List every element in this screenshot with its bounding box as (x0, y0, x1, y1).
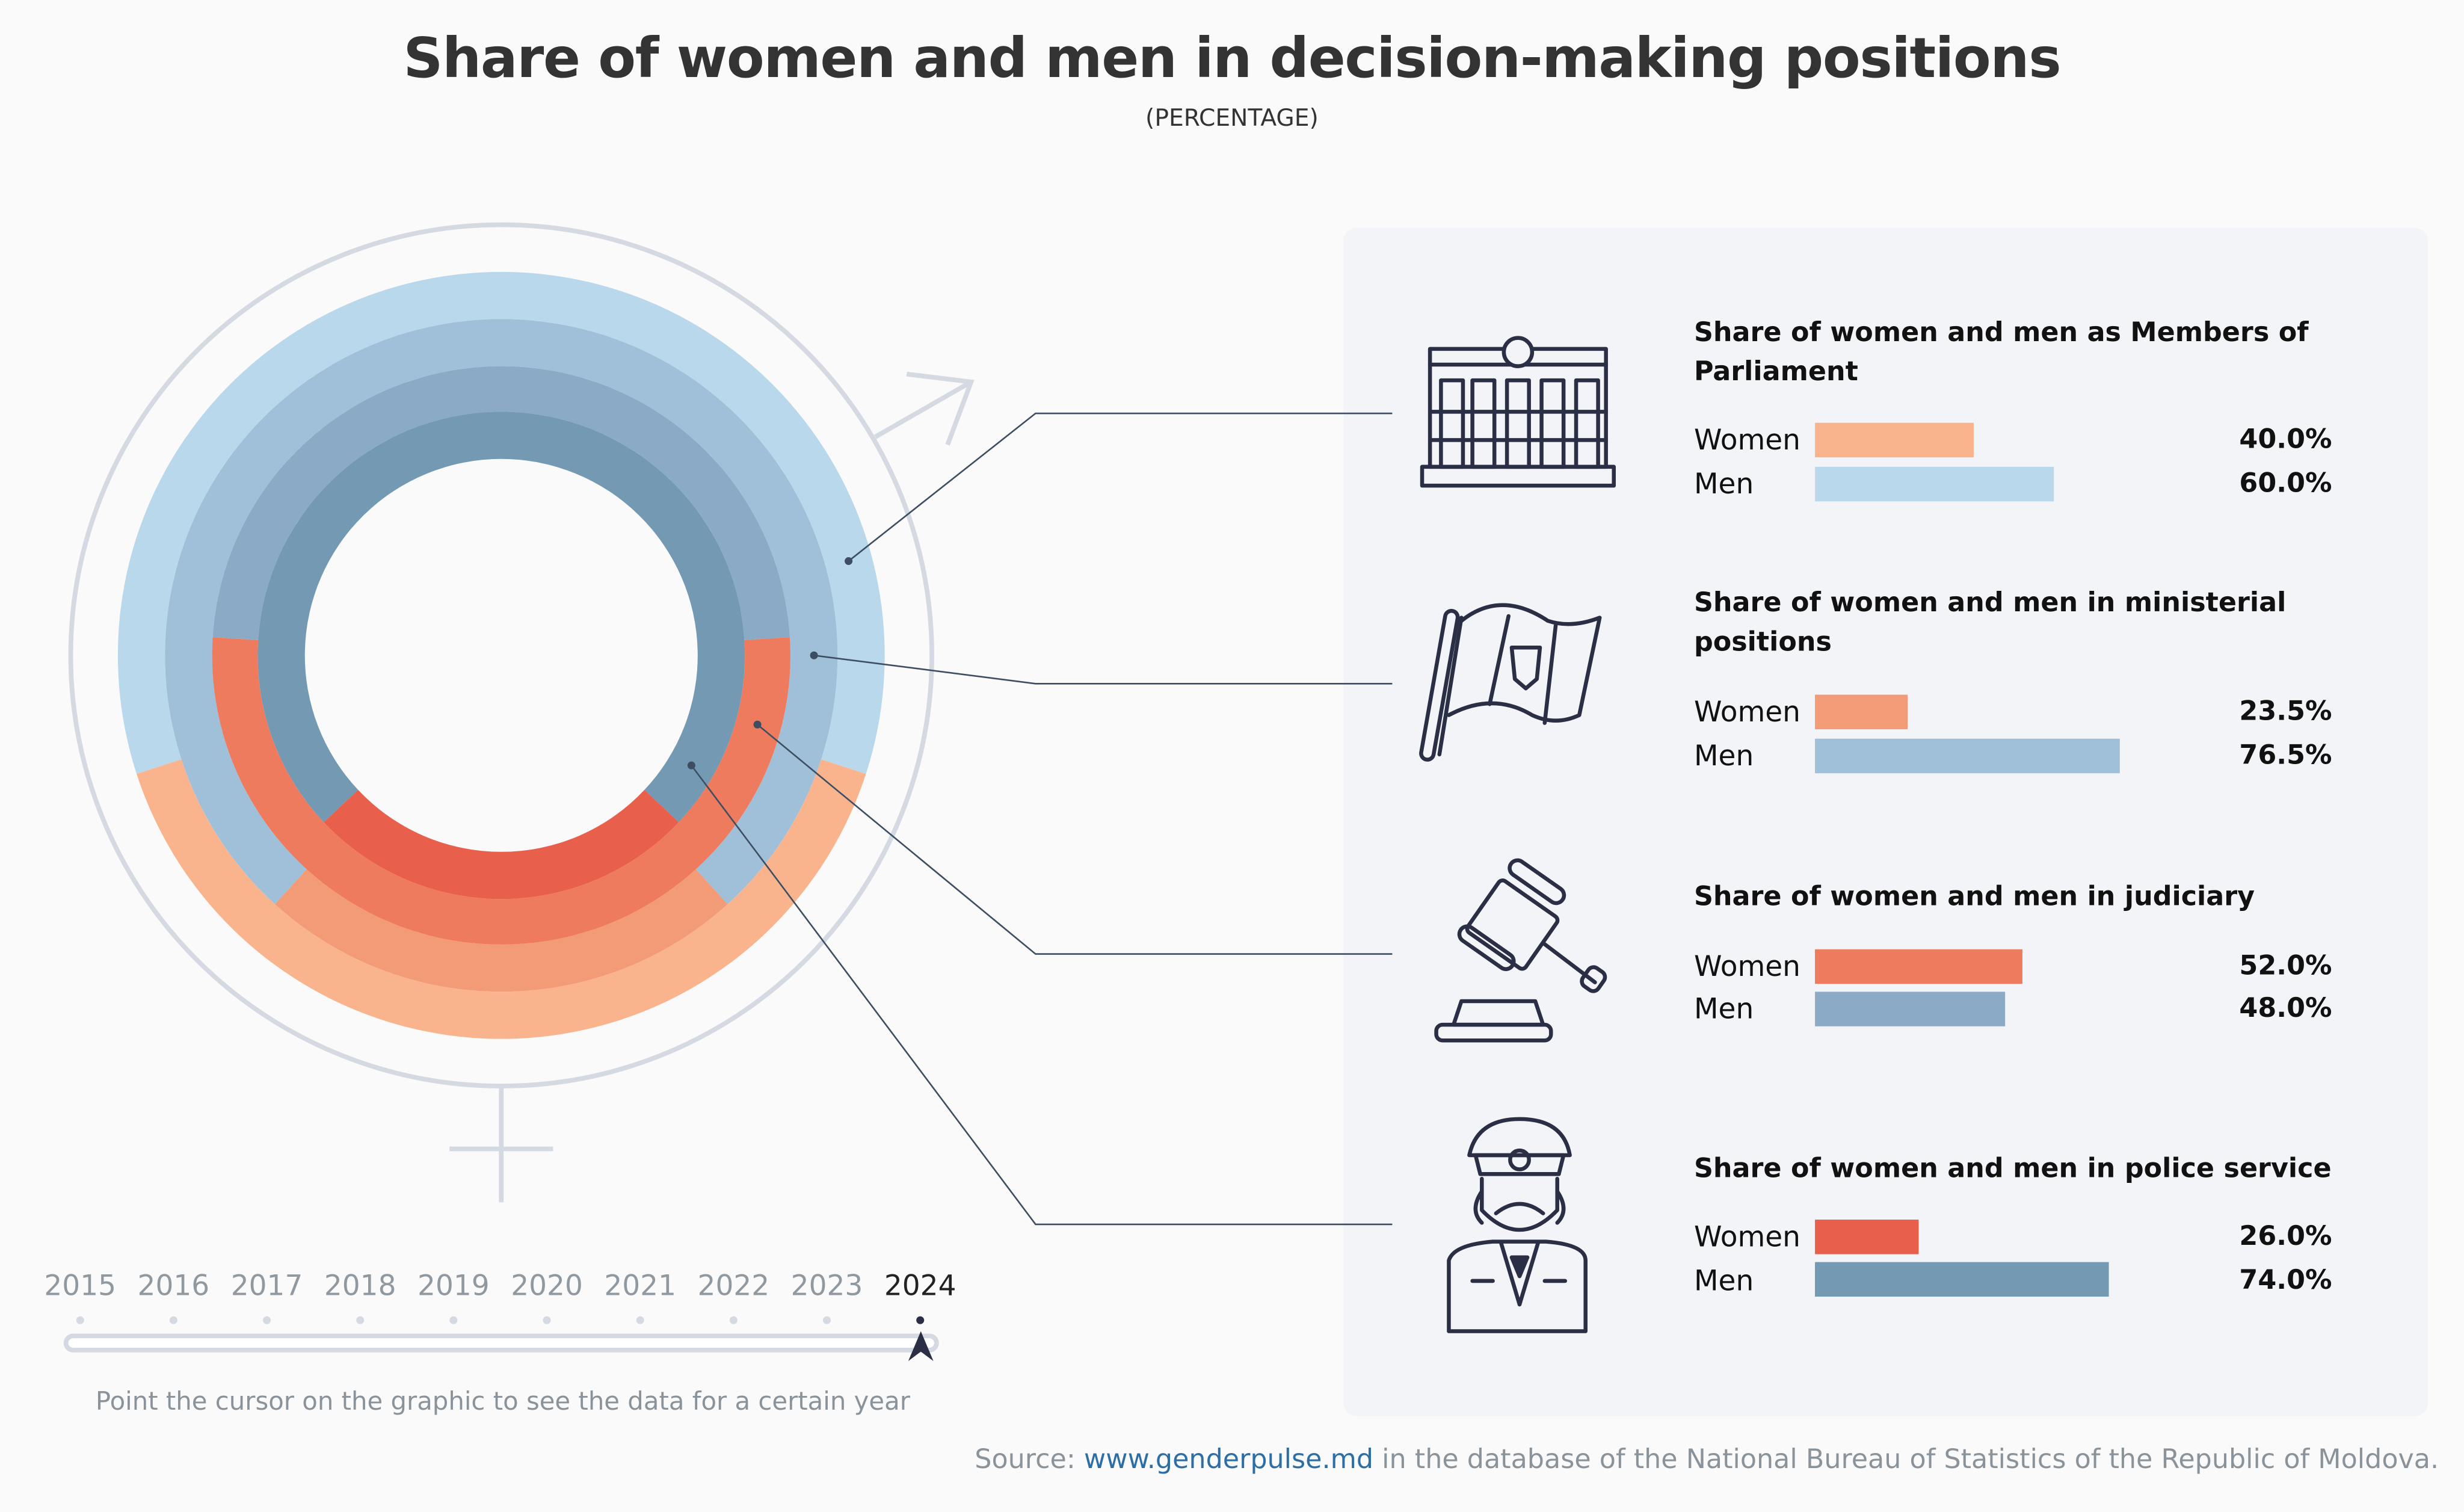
timeline-year-2024[interactable]: 2024 (884, 1270, 956, 1303)
section-title-parliament: Share of women and men as Members of Par… (1693, 317, 2309, 389)
flag-icon (1419, 603, 1602, 762)
timeline-hint: Point the cursor on the graphic to see t… (95, 1386, 910, 1416)
arc-women-ministerial[interactable] (275, 869, 728, 992)
source-note: Source: www.genderpulse.md in the databa… (975, 1445, 2439, 1476)
women-label: Women (1693, 1221, 1801, 1254)
timeline-dot-2021[interactable] (636, 1316, 644, 1324)
section-title-judiciary: Share of women and men in judiciary (1693, 881, 2255, 913)
leader-line-ministerial (813, 654, 1393, 685)
men-label: Men (1693, 740, 1754, 774)
bar-women-ministerial[interactable] (1815, 694, 1909, 730)
value-men-ministerial: 76.5% (2239, 740, 2332, 772)
female-symbol-icon (449, 1086, 553, 1203)
timeline-year-2022[interactable]: 2022 (697, 1270, 770, 1303)
timeline-year-2023[interactable]: 2023 (790, 1270, 863, 1303)
leader-line-police (691, 765, 1393, 1226)
arc-women-parliament[interactable] (137, 759, 866, 1039)
bar-men-parliament[interactable] (1815, 466, 2054, 502)
timeline-dot-2020[interactable] (543, 1316, 551, 1324)
timeline-year-2021[interactable]: 2021 (604, 1270, 677, 1303)
arc-men-ministerial[interactable] (165, 319, 838, 904)
arc-men-police[interactable] (257, 412, 745, 822)
men-label: Men (1693, 468, 1754, 502)
arc-women-police[interactable] (324, 789, 679, 899)
men-label: Men (1693, 1265, 1754, 1298)
source-prefix: Source: (975, 1444, 1076, 1476)
timeline-dot-2019[interactable] (449, 1316, 458, 1324)
source-link[interactable]: www.genderpulse.md (1083, 1444, 1374, 1476)
timeline-dot-2015[interactable] (76, 1316, 84, 1324)
timeline-year-2017[interactable]: 2017 (230, 1270, 303, 1303)
page-subtitle: (PERCENTAGE) (1145, 103, 1319, 132)
timeline-dot-2017[interactable] (263, 1316, 271, 1324)
timeline-year-2020[interactable]: 2020 (511, 1270, 583, 1303)
section-title-police: Share of women and men in police service (1693, 1153, 2332, 1185)
male-symbol-icon (874, 371, 975, 446)
timeline-dot-2022[interactable] (729, 1316, 738, 1324)
gavel-icon (1434, 858, 1607, 1043)
bar-men-police[interactable] (1815, 1262, 2110, 1297)
bar-women-police[interactable] (1815, 1220, 1918, 1254)
bar-men-judiciary[interactable] (1815, 992, 2006, 1026)
timeline-year-2015[interactable]: 2015 (44, 1270, 117, 1303)
value-women-judiciary: 52.0% (2239, 951, 2332, 983)
timeline-dot-2016[interactable] (169, 1316, 177, 1324)
timeline-dot-2018[interactable] (356, 1316, 365, 1324)
timeline-track[interactable] (63, 1333, 939, 1353)
bar-men-ministerial[interactable] (1815, 738, 2119, 774)
men-label: Men (1693, 993, 1754, 1026)
value-women-ministerial: 23.5% (2239, 696, 2332, 728)
bar-women-parliament[interactable] (1815, 422, 1974, 458)
source-suffix: in the database of the National Bureau o… (1382, 1444, 2439, 1476)
value-women-parliament: 40.0% (2239, 424, 2332, 456)
timeline-dot-2023[interactable] (823, 1316, 831, 1324)
timeline-handle[interactable] (908, 1331, 934, 1362)
women-label: Women (1693, 951, 1801, 984)
parliament-building-icon (1420, 336, 1616, 488)
women-label: Women (1693, 424, 1801, 458)
value-men-parliament: 60.0% (2239, 468, 2332, 500)
leader-dot-judiciary (753, 720, 762, 729)
bar-women-judiciary[interactable] (1815, 949, 2022, 984)
police-officer-icon (1447, 1117, 1588, 1333)
leader-dot-parliament (845, 557, 853, 566)
value-men-police: 74.0% (2239, 1265, 2332, 1297)
arc-men-judiciary[interactable] (212, 366, 790, 640)
women-label: Women (1693, 696, 1801, 730)
value-men-judiciary: 48.0% (2239, 993, 2332, 1025)
leader-line-judiciary (757, 724, 1393, 955)
timeline-year-2016[interactable]: 2016 (137, 1270, 210, 1303)
value-women-police: 26.0% (2239, 1221, 2332, 1253)
leader-dot-police (687, 761, 695, 770)
leader-line-parliament (848, 412, 1393, 562)
arc-women-judiciary[interactable] (212, 637, 790, 945)
page-title: Share of women and men in decision-makin… (403, 28, 2062, 91)
timeline-year-2019[interactable]: 2019 (417, 1270, 490, 1303)
timeline-year-2018[interactable]: 2018 (324, 1270, 396, 1303)
leader-dot-ministerial (810, 651, 818, 659)
timeline-dot-2024[interactable] (916, 1316, 925, 1324)
section-title-ministerial: Share of women and men in ministerial po… (1693, 587, 2287, 659)
